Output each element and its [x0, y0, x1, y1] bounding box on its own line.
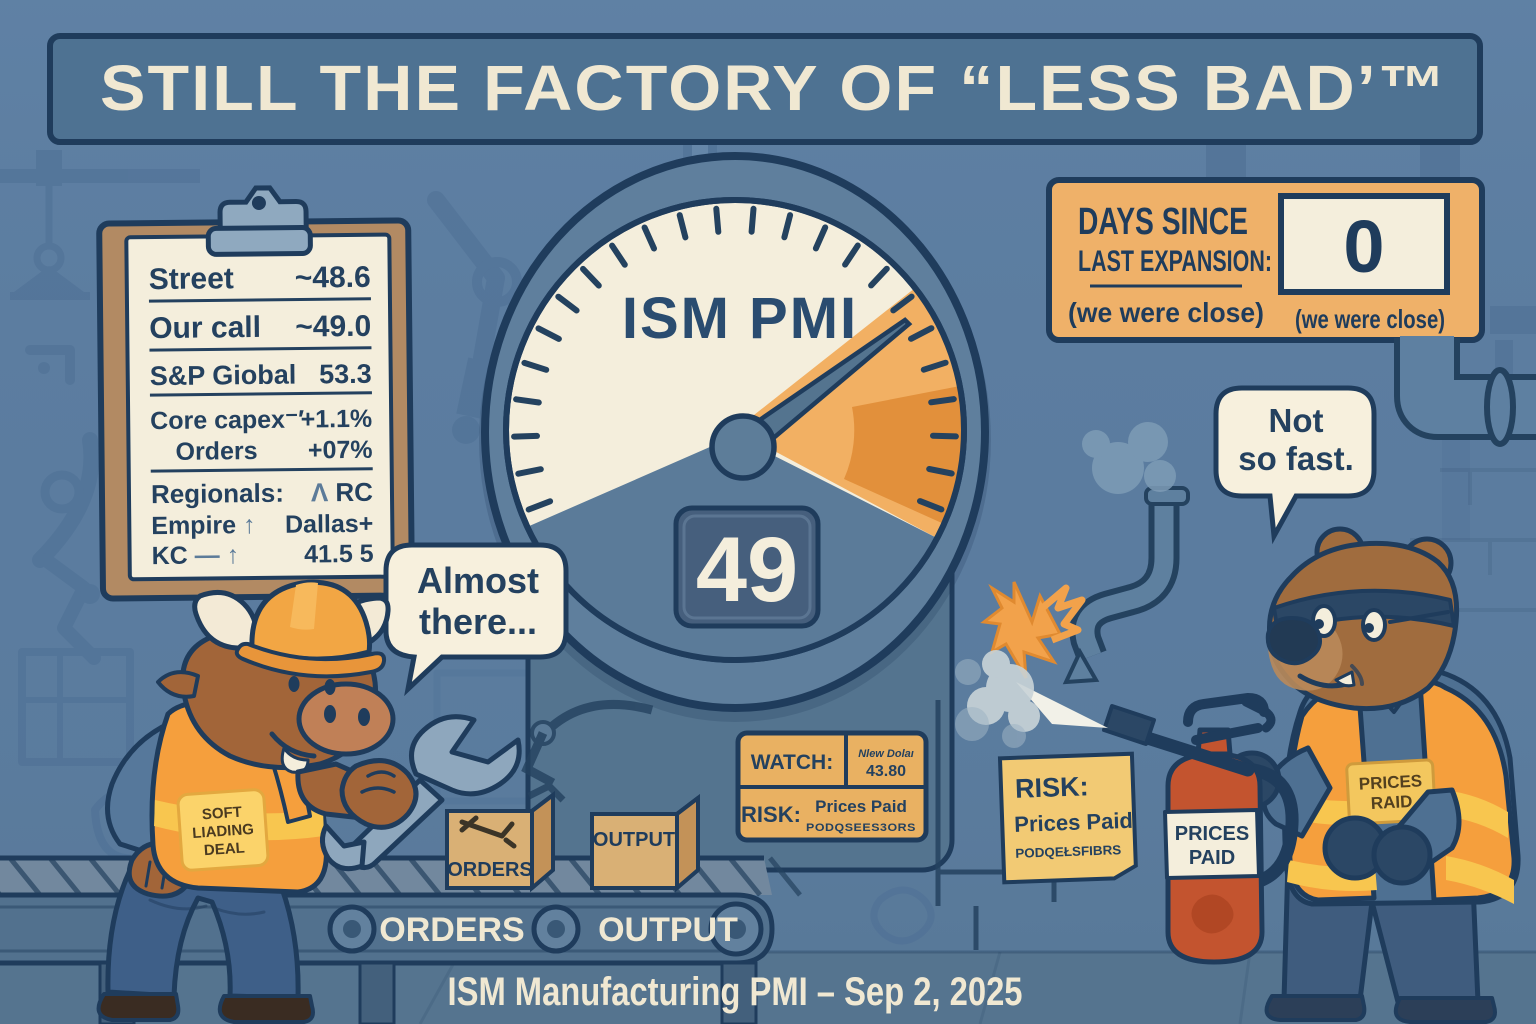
svg-text:(we were close): (we were close) [1295, 304, 1445, 334]
svg-text:Prices Paid: Prices Paid [1014, 808, 1133, 837]
svg-text:PODQSEES3ORS: PODQSEES3ORS [806, 822, 916, 834]
svg-text:~48.6: ~48.6 [295, 261, 371, 295]
svg-text:ORDERS: ORDERS [379, 911, 524, 949]
svg-text:OUTPUT: OUTPUT [598, 911, 738, 949]
svg-text:Orders: Orders [150, 437, 257, 466]
svg-text:Street: Street [149, 262, 234, 296]
svg-text:RISK:: RISK: [741, 802, 801, 827]
svg-text:DEAL: DEAL [203, 839, 245, 859]
svg-text:PODQEŁSFIBRS: PODQEŁSFIBRS [1015, 842, 1122, 861]
svg-text:Regionals:: Regionals: [151, 478, 284, 509]
svg-text:+07%: +07% [308, 436, 373, 465]
svg-text:ORDERS: ORDERS [447, 859, 533, 881]
svg-text:DAYS SINCE: DAYS SINCE [1078, 201, 1248, 243]
svg-text:Our call: Our call [149, 311, 261, 345]
svg-text:0: 0 [1343, 205, 1384, 288]
svg-text:~49.0: ~49.0 [295, 310, 371, 344]
svg-text:STILL THE FACTORY OF “LESS BAD: STILL THE FACTORY OF “LESS BAD’™ [100, 52, 1448, 124]
svg-text:RAID: RAID [1370, 792, 1412, 813]
svg-text:Λ RC: Λ RC [311, 477, 374, 508]
svg-text:ISM Manufacturing PMI – Sep 2,: ISM Manufacturing PMI – Sep 2, 2025 [448, 970, 1023, 1014]
svg-text:LIADING: LIADING [192, 821, 255, 842]
svg-text:PRICES: PRICES [1358, 771, 1422, 793]
svg-text:ISM PMI: ISM PMI [622, 286, 858, 351]
svg-text:PRICES: PRICES [1175, 823, 1249, 845]
svg-text:RISK:: RISK: [1015, 771, 1090, 804]
svg-text:so fast.: so fast. [1238, 440, 1354, 477]
svg-text:there...: there... [419, 601, 537, 642]
svg-text:Dallas+: Dallas+ [285, 510, 374, 539]
svg-text:(we were close): (we were close) [1068, 297, 1264, 328]
svg-text:41.5 5: 41.5 5 [304, 540, 374, 569]
svg-text:Almost: Almost [417, 560, 539, 601]
svg-text:53.3: 53.3 [319, 359, 372, 390]
svg-text:OUTPUT: OUTPUT [593, 829, 675, 851]
svg-text:KC — ↑: KC — ↑ [151, 541, 239, 570]
svg-text:PAID: PAID [1189, 847, 1235, 869]
svg-text:+1.1%: +1.1% [300, 405, 372, 434]
svg-text:Nlew Dolaı: Nlew Dolaı [858, 748, 914, 760]
svg-text:49: 49 [696, 519, 798, 621]
svg-text:SOFT: SOFT [201, 804, 242, 824]
svg-text:Core capex⁻′: Core capex⁻′ [150, 405, 304, 435]
svg-text:Empire ↑: Empire ↑ [151, 511, 255, 540]
svg-text:WATCH:: WATCH: [751, 751, 833, 774]
svg-text:Prices Paid: Prices Paid [815, 797, 907, 816]
svg-text:LAST EXPANSION:: LAST EXPANSION: [1078, 245, 1272, 278]
svg-text:43.80: 43.80 [866, 763, 906, 780]
svg-text:S&P Giobal: S&P Giobal [150, 360, 297, 392]
svg-text:Not: Not [1269, 402, 1324, 439]
